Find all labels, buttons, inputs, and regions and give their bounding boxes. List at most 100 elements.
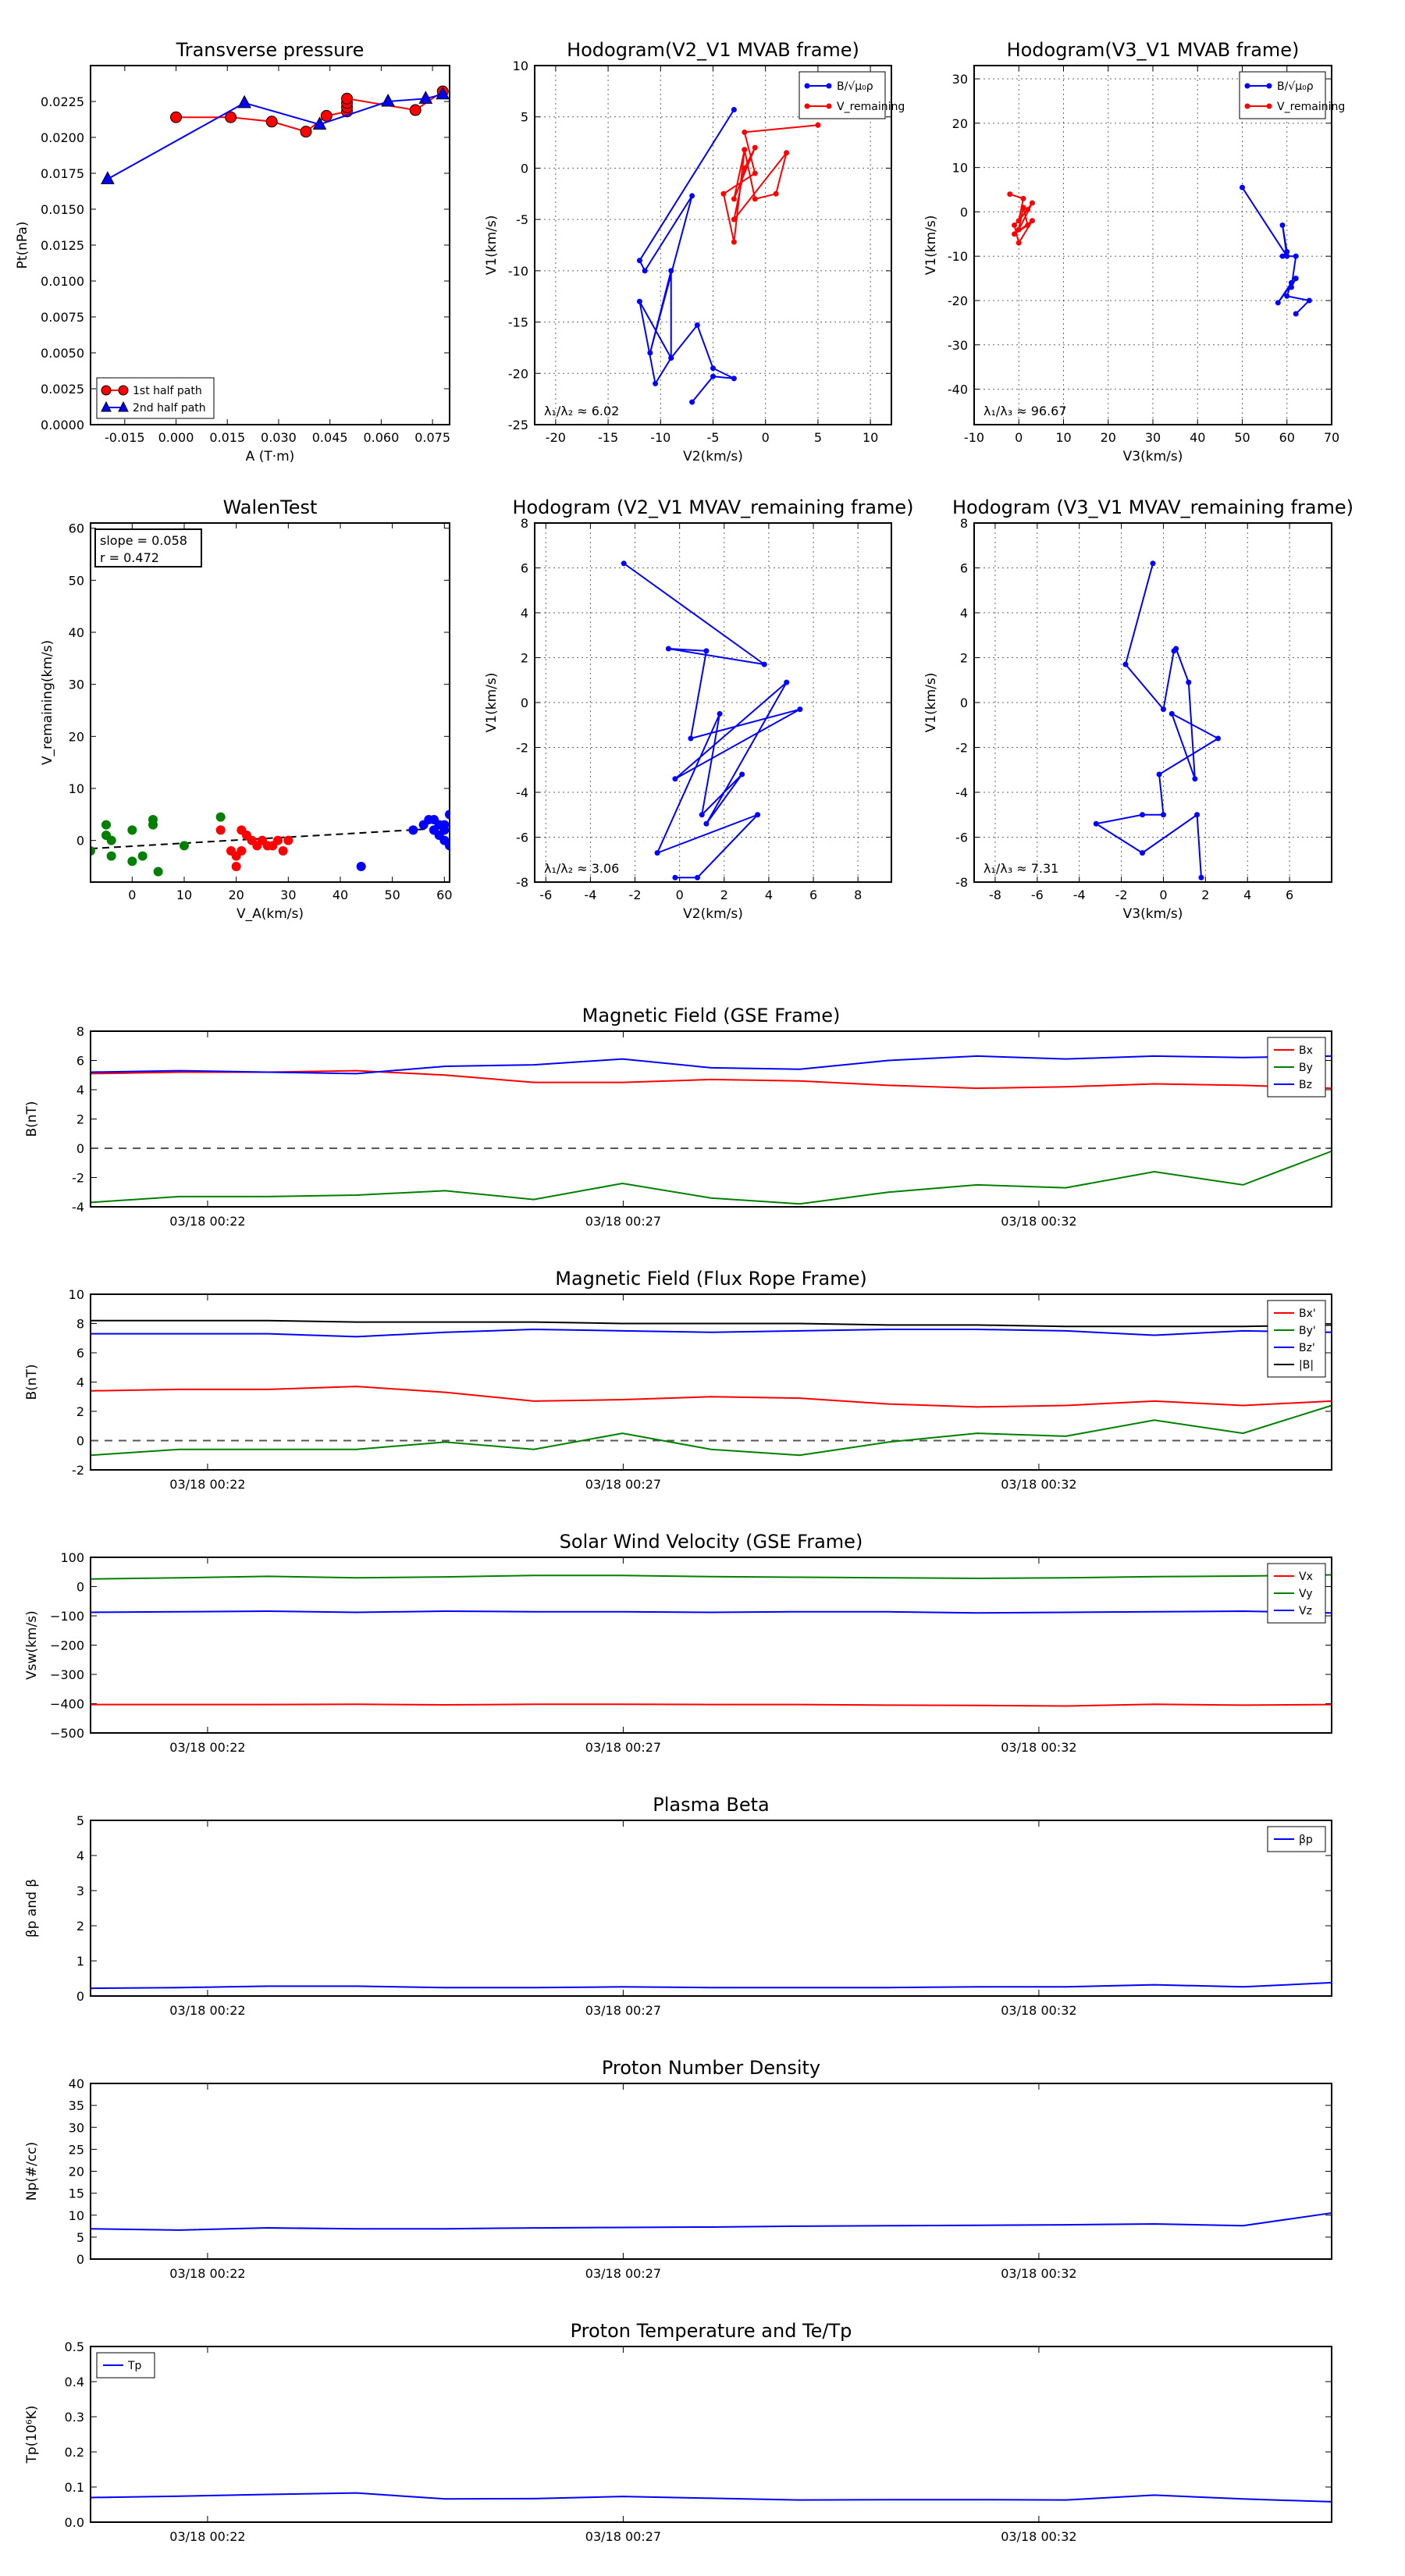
- data-point: [1012, 231, 1018, 237]
- data-point: [225, 111, 237, 123]
- data-point: [273, 835, 283, 845]
- data-point: [1140, 850, 1146, 856]
- legend-label: Bx': [1299, 1308, 1316, 1320]
- x-tick-label: 20: [228, 888, 244, 902]
- y-tick-label: 8: [76, 1024, 84, 1039]
- x-axis-label: V3(km/s): [1123, 449, 1183, 464]
- chart-title: Plasma Beta: [653, 1794, 769, 1816]
- data-point: [153, 866, 163, 877]
- data-point: [731, 216, 737, 222]
- legend-label: Vx: [1299, 1571, 1313, 1583]
- y-tick-label: −300: [50, 1667, 84, 1682]
- x-tick-label: -10: [650, 430, 670, 445]
- data-point: [127, 825, 137, 835]
- y-tick-label: 2: [76, 1112, 84, 1127]
- data-point: [672, 874, 678, 881]
- axes-frame: [90, 522, 450, 883]
- axes-frame: [90, 1820, 1332, 1997]
- x-tick-label: 03/18 00:32: [1001, 1214, 1076, 1229]
- axes-frame: [90, 1293, 1332, 1471]
- series-line: [176, 91, 443, 133]
- chart-hodo4: Hodogram (V3_V1 MVAV_remaining frame) -8 -…: [923, 496, 1353, 922]
- data-point: [689, 399, 695, 405]
- y-tick-label: 0: [76, 834, 84, 849]
- series-line-Bz': [91, 1328, 1332, 1338]
- x-tick-label: -10: [964, 430, 984, 445]
- x-tick-label: 10: [176, 888, 192, 902]
- y-tick-label: -4: [955, 785, 968, 800]
- chart-hodo3: Hodogram (V2_V1 MVAV_remaining frame)-6-…: [484, 496, 914, 922]
- y-tick-label: 0: [76, 1580, 84, 1595]
- data-point: [720, 190, 727, 197]
- y-tick-label: 50: [69, 573, 84, 588]
- y-axis-label: Tp(10⁶K): [24, 2405, 40, 2464]
- data-point: [1279, 222, 1286, 228]
- data-point: [1140, 812, 1146, 818]
- data-point: [278, 846, 288, 856]
- plot-area: [1007, 184, 1312, 317]
- x-tick-label: 5: [814, 430, 822, 445]
- x-tick-label: 30: [280, 888, 296, 902]
- x-tick-label: 30: [1145, 430, 1161, 445]
- plot-area: [1093, 560, 1222, 881]
- series-line-value: [90, 2211, 1332, 2231]
- x-tick-label: 0: [676, 888, 684, 902]
- chart-tp: Proton Temperature and Te/Tp 0.0 0.1 0.2 0.3…: [24, 2320, 1332, 2544]
- y-tick-label: 2: [521, 651, 528, 666]
- data-point: [1093, 820, 1099, 827]
- legend-label: V_remaining: [1277, 101, 1345, 113]
- chart-bfr: Magnetic Field (Flux Rope Frame) -2 0 2 4 6 8 1…: [24, 1268, 1332, 1492]
- y-tick-label: 6: [960, 561, 968, 576]
- y-axis-label: Vsw(km/s): [24, 1610, 40, 1680]
- y-tick-label: 10: [513, 59, 528, 73]
- data-point: [815, 122, 821, 128]
- data-point: [300, 126, 312, 138]
- data-point: [1020, 205, 1026, 211]
- data-point: [265, 116, 278, 128]
- ratio-annotation: λ₁/λ₃ ≈ 7.31: [984, 861, 1058, 876]
- legend-label: Vz: [1299, 1605, 1312, 1617]
- chart-title: WalenTest: [223, 496, 318, 518]
- y-tick-label: -8: [516, 875, 528, 890]
- axes-frame: [90, 1030, 1332, 1208]
- y-tick-label: -25: [508, 418, 528, 432]
- data-point: [1279, 253, 1286, 259]
- legend-label: Vy: [1299, 1588, 1313, 1600]
- legend-label: Bz': [1299, 1342, 1315, 1354]
- x-tick-label: 0.045: [312, 430, 348, 445]
- legend-marker: [101, 400, 112, 412]
- x-tick-label: 40: [1190, 430, 1205, 445]
- y-axis-label: V1(km/s): [923, 215, 939, 276]
- x-tick-label: 03/18 00:27: [585, 1214, 661, 1229]
- data-point: [731, 239, 737, 245]
- legend: [1239, 71, 1326, 119]
- data-point: [717, 710, 723, 717]
- y-tick-label: 4: [76, 1375, 84, 1390]
- x-tick-label: 03/18 00:22: [169, 1477, 245, 1492]
- x-tick-label: -2: [1115, 888, 1128, 902]
- y-tick-label: 30: [69, 2120, 84, 2135]
- chart-bgse: Magnetic Field (GSE Frame) -4 -2 0 2 4 6 8 03/18…: [24, 1005, 1332, 1229]
- x-tick-label: 03/18 00:22: [169, 1740, 245, 1755]
- x-tick-label: 03/18 00:32: [1001, 2529, 1076, 2544]
- chart-title: Hodogram (V3_V1 MVAV_remaining frame): [952, 496, 1353, 518]
- y-axis-label: B(nT): [24, 1101, 40, 1137]
- x-tick-label: 03/18 00:27: [585, 1740, 661, 1755]
- data-point: [1240, 184, 1245, 190]
- y-tick-label: 0.0150: [41, 202, 84, 217]
- y-tick-label: 4: [960, 606, 968, 621]
- legend: [799, 71, 886, 119]
- x-tick-label: -4: [1073, 888, 1086, 902]
- axes-frame: [534, 522, 892, 883]
- data-point: [1293, 253, 1299, 259]
- x-tick-label: 0.000: [158, 430, 194, 445]
- y-axis-label: B(nT): [24, 1364, 40, 1400]
- legend-marker: [1244, 83, 1250, 89]
- plot-area: [621, 560, 803, 881]
- legend-marker: [804, 103, 810, 109]
- series-line-Tp: [90, 2492, 1332, 2503]
- y-tick-label: 4: [521, 606, 528, 621]
- y-tick-label: -6: [516, 831, 528, 845]
- x-tick-label: 40: [333, 888, 348, 902]
- legend-label: B/√μ₀ρ: [837, 80, 873, 93]
